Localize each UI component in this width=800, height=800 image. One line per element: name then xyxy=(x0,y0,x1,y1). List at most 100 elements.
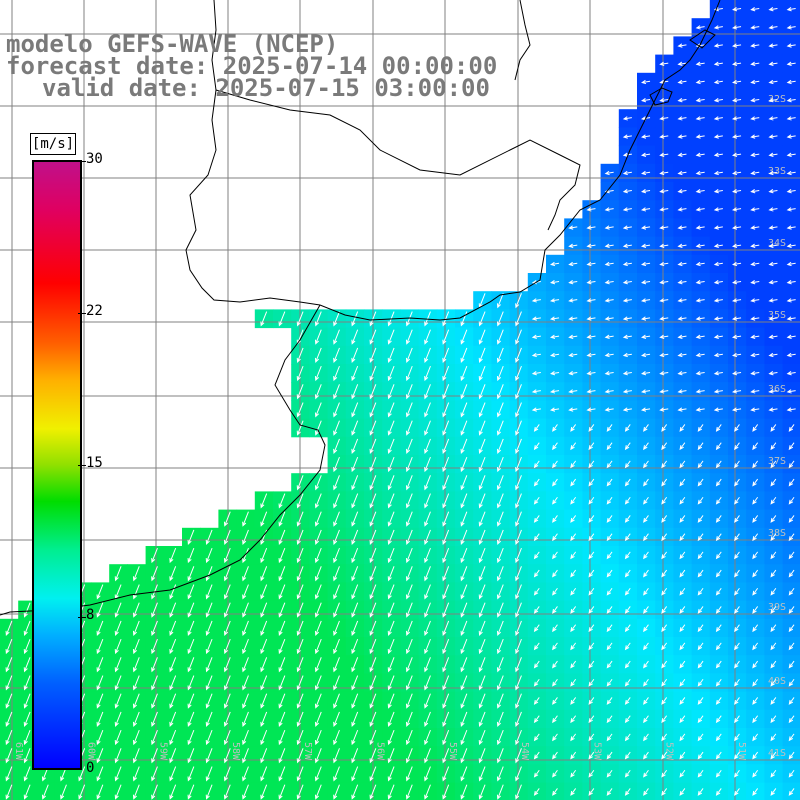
wind-arrow xyxy=(752,733,759,742)
wind-arrow xyxy=(624,788,631,796)
wind-arrow xyxy=(713,225,723,230)
wind-arrow xyxy=(351,547,359,564)
wind-arrow xyxy=(732,61,742,66)
wind-arrow xyxy=(677,261,687,267)
wind-arrow xyxy=(460,748,468,764)
wind-arrow xyxy=(531,389,541,394)
coastline xyxy=(185,0,721,321)
wind-arrow xyxy=(732,116,742,121)
wind-arrow xyxy=(788,715,795,724)
wind-arrow xyxy=(260,766,268,782)
wind-arrow xyxy=(570,515,577,523)
wind-arrow xyxy=(351,329,359,345)
wind-arrow xyxy=(533,442,540,451)
wind-arrow xyxy=(496,729,504,746)
wind-arrow xyxy=(478,657,486,673)
wind-arrow xyxy=(205,657,213,673)
wind-arrow xyxy=(570,442,577,451)
wind-arrow xyxy=(713,98,723,103)
wind-arrow xyxy=(550,316,560,321)
wind-arrow xyxy=(734,642,740,651)
lat-label: 40S xyxy=(768,676,786,687)
wind-arrow xyxy=(369,638,377,655)
wind-arrow xyxy=(314,566,322,582)
wind-arrow xyxy=(533,424,540,432)
wind-arrow xyxy=(661,715,668,724)
wind-arrow xyxy=(405,620,413,636)
wind-arrow xyxy=(659,352,669,358)
lon-label: 61W xyxy=(13,742,24,761)
wind-arrow xyxy=(586,280,596,285)
wind-arrow xyxy=(786,207,796,212)
wind-arrow xyxy=(788,606,795,614)
wind-arrow xyxy=(387,711,395,727)
wind-arrow xyxy=(405,748,413,764)
wind-arrow xyxy=(624,642,631,651)
wind-arrow xyxy=(659,261,669,267)
wind-arrow xyxy=(460,365,468,382)
wind-arrow xyxy=(788,478,795,487)
wind-arrow xyxy=(770,733,777,742)
wind-arrow xyxy=(550,334,560,339)
wind-arrow xyxy=(132,693,140,709)
wind-arrow xyxy=(478,475,486,491)
wind-arrow xyxy=(604,207,614,212)
wind-arrow xyxy=(604,298,614,303)
wind-arrow xyxy=(679,515,686,523)
wind-arrow xyxy=(405,365,413,382)
wind-arrow xyxy=(533,460,540,469)
wind-arrow xyxy=(752,697,759,705)
wind-arrow xyxy=(734,460,740,469)
wind-arrow xyxy=(788,551,795,560)
wind-arrow xyxy=(732,243,742,248)
wind-arrow xyxy=(205,693,213,709)
wind-arrow xyxy=(604,280,614,285)
wind-arrow xyxy=(478,547,486,564)
wind-arrow xyxy=(752,478,759,487)
wind-arrow xyxy=(788,769,795,778)
wind-arrow xyxy=(552,460,558,469)
wind-arrow xyxy=(132,602,140,618)
wind-arrow xyxy=(734,533,740,542)
wind-arrow xyxy=(369,420,377,436)
wind-arrow xyxy=(387,693,395,709)
wind-arrow xyxy=(223,602,231,618)
wind-arrow xyxy=(260,711,268,727)
wind-arrow xyxy=(679,460,686,469)
wind-arrow xyxy=(786,98,796,103)
wind-arrow xyxy=(788,569,795,578)
wind-arrow xyxy=(552,788,558,796)
wind-arrow xyxy=(697,587,704,596)
wind-arrow xyxy=(679,769,686,778)
wind-arrow xyxy=(677,334,687,339)
wind-arrow xyxy=(405,438,413,454)
wind-arrow xyxy=(588,496,595,505)
wind-arrow xyxy=(768,189,778,194)
wind-arrow xyxy=(96,693,104,709)
wind-arrow xyxy=(533,624,540,633)
wind-arrow xyxy=(606,678,613,687)
wind-arrow xyxy=(768,225,778,230)
wind-arrow xyxy=(387,402,395,418)
wind-arrow xyxy=(369,511,377,527)
wind-arrow xyxy=(533,660,540,669)
wind-arrow xyxy=(552,642,558,651)
wind-arrow xyxy=(624,460,631,469)
wind-arrow xyxy=(314,347,322,363)
wind-arrow xyxy=(661,460,668,469)
wind-arrow xyxy=(442,329,450,345)
wind-arrow xyxy=(478,438,486,454)
wind-arrow xyxy=(114,711,122,727)
wind-arrow xyxy=(460,566,468,582)
wind-arrow xyxy=(387,748,395,764)
wind-arrow xyxy=(351,311,359,327)
wind-arrow xyxy=(752,642,759,651)
wind-arrow xyxy=(659,389,669,394)
wind-arrow xyxy=(713,243,723,248)
wind-arrow xyxy=(187,602,195,618)
wind-arrow xyxy=(752,624,759,633)
wind-arrow xyxy=(661,788,668,796)
wind-arrow xyxy=(515,456,522,473)
wind-arrow xyxy=(732,316,742,321)
wind-arrow xyxy=(643,533,649,542)
